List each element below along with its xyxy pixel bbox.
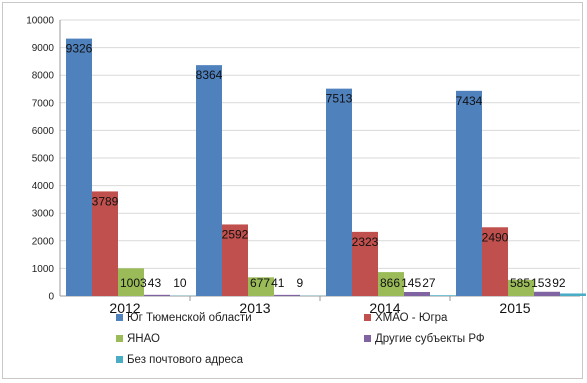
- y-tick-label: 5000: [32, 154, 55, 165]
- y-tick-label: 7000: [32, 98, 55, 109]
- bar: [482, 227, 508, 296]
- legend-label: ЯНАО: [127, 333, 160, 345]
- bar: [534, 291, 560, 296]
- bar: [508, 279, 534, 296]
- legend-label: Без почтового адреса: [127, 354, 244, 366]
- legend-swatch: [364, 335, 371, 342]
- bar: [456, 90, 482, 297]
- legend-swatch: [116, 335, 123, 342]
- y-tick-label: 9000: [32, 43, 55, 54]
- x-tick-label: 2013: [239, 300, 270, 316]
- data-label: 3789: [92, 194, 119, 208]
- bar: [560, 293, 586, 296]
- data-label: 153: [531, 276, 551, 290]
- x-tick-label: 2014: [369, 300, 400, 316]
- y-tick-label: 0: [48, 292, 54, 303]
- chart-frame: [2, 2, 583, 379]
- y-tick-label: 2000: [32, 236, 55, 247]
- legend-swatch: [116, 356, 123, 363]
- data-label: 677: [250, 276, 270, 290]
- data-label: 9: [297, 276, 304, 290]
- bar: [404, 291, 430, 296]
- bar: [92, 191, 118, 296]
- bar: [248, 277, 274, 296]
- data-label: 7434: [456, 94, 483, 108]
- bar: [118, 268, 144, 296]
- data-label: 145: [401, 276, 421, 290]
- data-label: 41: [271, 276, 285, 290]
- legend-label: ХМАО - Югра: [375, 312, 448, 324]
- legend-label: Юг Тюменской области: [127, 312, 252, 324]
- bar: [144, 294, 170, 296]
- data-label: 10: [173, 276, 187, 290]
- data-label: 2323: [352, 235, 379, 249]
- data-label: 9326: [66, 42, 93, 56]
- data-label: 43: [148, 276, 162, 290]
- bar: [378, 272, 404, 296]
- y-tick-label: 4000: [32, 181, 55, 192]
- legend-swatch: [116, 314, 123, 321]
- y-tick-label: 8000: [32, 71, 55, 82]
- x-tick-label: 2012: [109, 300, 140, 316]
- data-label: 92: [552, 276, 566, 290]
- legend-label: Другие субъекты РФ: [375, 333, 485, 345]
- bar: [274, 294, 300, 296]
- bar: [430, 295, 456, 296]
- y-tick-label: 10000: [26, 16, 54, 27]
- bar: [326, 88, 352, 296]
- bar: [352, 231, 378, 296]
- data-label: 8364: [196, 68, 223, 82]
- data-label: 1003: [120, 276, 147, 290]
- data-label: 2592: [222, 227, 249, 241]
- bar: [222, 224, 248, 296]
- bar: [196, 65, 222, 297]
- data-label: 866: [380, 276, 400, 290]
- data-label: 27: [422, 276, 436, 290]
- legend-swatch: [364, 314, 371, 321]
- data-label: 7513: [326, 92, 353, 106]
- y-tick-label: 3000: [32, 209, 55, 220]
- data-label: 585: [510, 276, 530, 290]
- y-tick-label: 6000: [32, 126, 55, 137]
- bar: [66, 38, 92, 296]
- x-tick-label: 2015: [499, 300, 530, 316]
- y-tick-label: 1000: [32, 264, 55, 275]
- data-label: 2490: [482, 230, 509, 244]
